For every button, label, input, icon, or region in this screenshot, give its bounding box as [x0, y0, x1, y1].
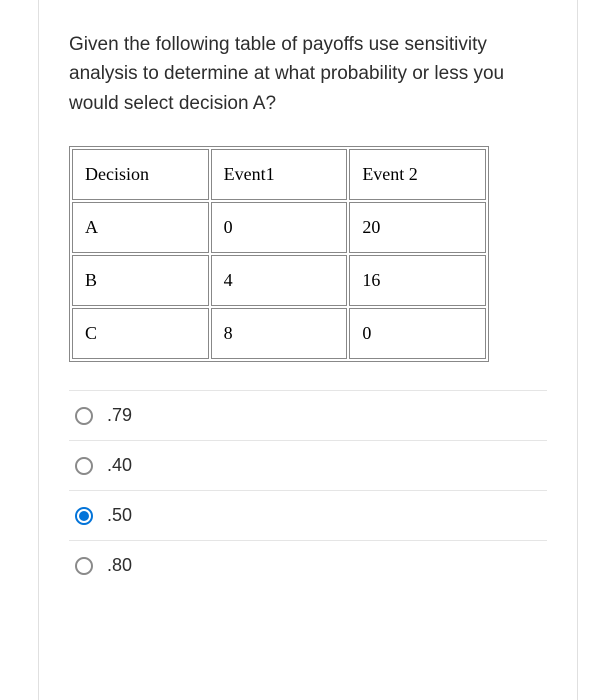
table-cell: A — [72, 202, 209, 253]
table-row: C 8 0 — [72, 308, 486, 359]
radio-icon — [75, 407, 93, 425]
table-cell: B — [72, 255, 209, 306]
table-row: Decision Event1 Event 2 — [72, 149, 486, 200]
options-list: .79 .40 .50 .80 — [69, 390, 547, 590]
table-cell: 0 — [211, 202, 348, 253]
table-header-decision: Decision — [72, 149, 209, 200]
question-text: Given the following table of payoffs use… — [69, 30, 547, 118]
option-label: .50 — [107, 505, 132, 526]
option-label: .80 — [107, 555, 132, 576]
table-cell: 8 — [211, 308, 348, 359]
question-card: Given the following table of payoffs use… — [38, 0, 578, 700]
table-cell: 4 — [211, 255, 348, 306]
table-header-event2: Event 2 — [349, 149, 486, 200]
radio-icon — [75, 507, 93, 525]
table-cell: 0 — [349, 308, 486, 359]
option-row[interactable]: .40 — [69, 441, 547, 491]
option-row[interactable]: .79 — [69, 390, 547, 441]
table-row: B 4 16 — [72, 255, 486, 306]
table-cell: 20 — [349, 202, 486, 253]
table-header-event1: Event1 — [211, 149, 348, 200]
table-cell: 16 — [349, 255, 486, 306]
table-row: A 0 20 — [72, 202, 486, 253]
option-label: .79 — [107, 405, 132, 426]
option-label: .40 — [107, 455, 132, 476]
radio-icon — [75, 557, 93, 575]
payoff-table: Decision Event1 Event 2 A 0 20 B 4 16 C … — [69, 146, 489, 362]
option-row[interactable]: .80 — [69, 541, 547, 590]
option-row[interactable]: .50 — [69, 491, 547, 541]
table-cell: C — [72, 308, 209, 359]
radio-icon — [75, 457, 93, 475]
